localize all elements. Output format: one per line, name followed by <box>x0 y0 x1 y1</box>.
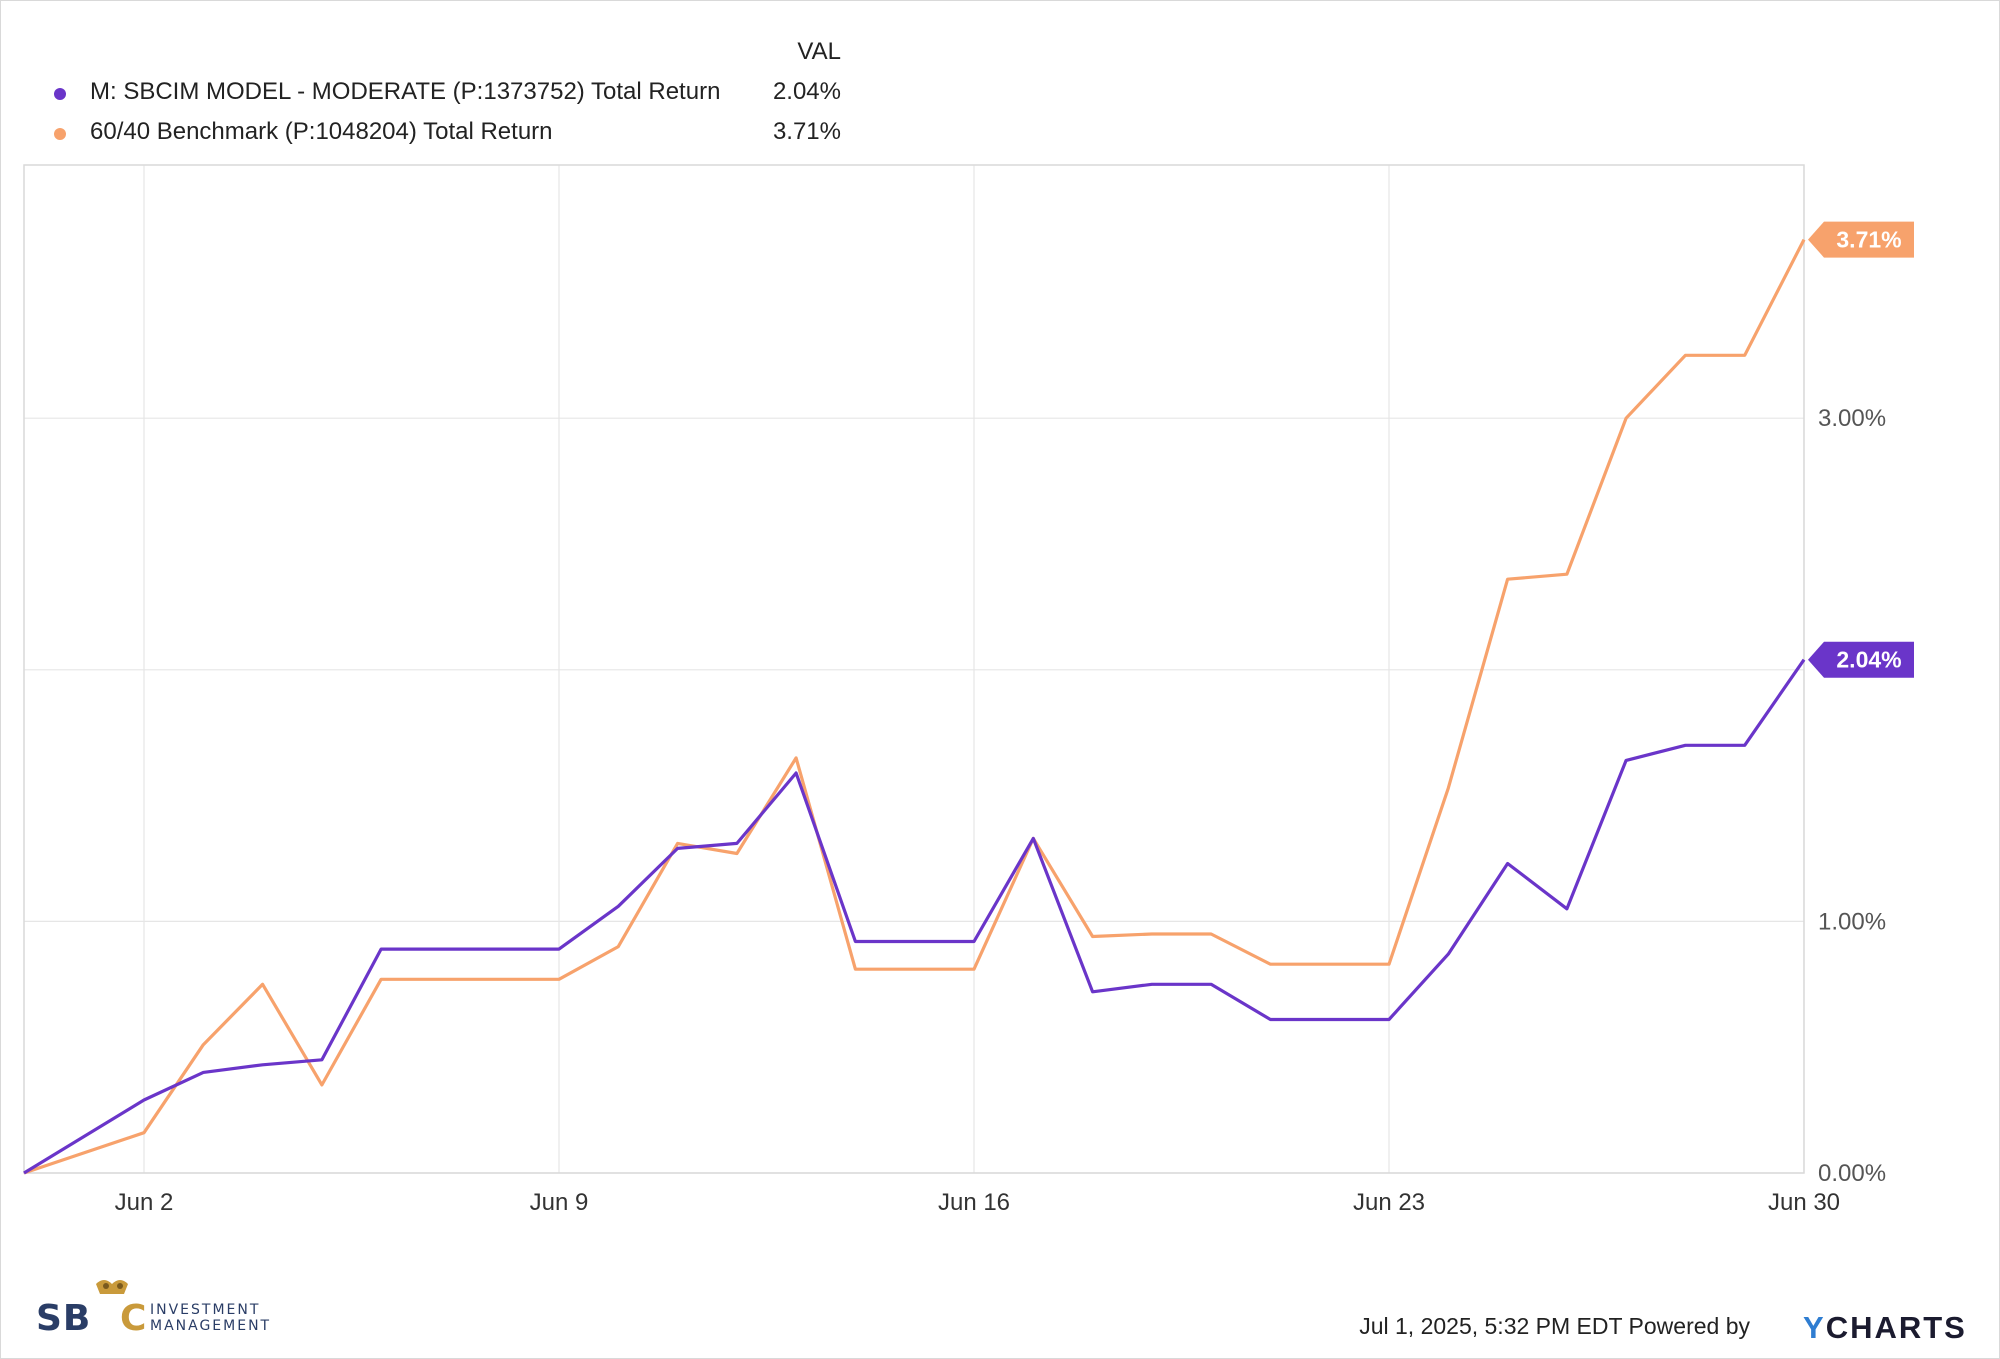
ycharts-logo-rest: CHARTS <box>1825 1310 1967 1345</box>
series-line <box>23 238 1806 1175</box>
end-labels: 3.71% 2.04% <box>1808 221 1914 678</box>
legend-marker-icon <box>54 128 66 140</box>
logo-image: SB C INVESTMENT MANAGEMENT <box>36 1280 271 1336</box>
legend-item-model[interactable]: M: SBCIM MODEL - MODERATE (P:1373752) To… <box>50 78 841 112</box>
end-label-text: 2.04% <box>1836 647 1901 673</box>
series-lines <box>23 238 1806 1175</box>
x-tick-label: Jun 23 <box>1353 1189 1425 1216</box>
legend-series-name: M: SBCIM MODEL - MODERATE (P:1373752) To… <box>90 78 721 105</box>
ycharts-logo[interactable]: YCHARTS <box>1803 1310 1967 1346</box>
y-tick-label: 1.00% <box>1818 908 1886 935</box>
legend-marker-icon <box>54 88 66 100</box>
x-tick-label: Jun 16 <box>938 1189 1010 1216</box>
x-tick-label: Jun 9 <box>530 1189 589 1216</box>
y-axis: 0.00% 1.00% 3.00% <box>1818 405 1886 1187</box>
end-label-badge <box>1808 221 1914 258</box>
svg-text:SB: SB <box>36 1298 91 1336</box>
end-label-badge <box>1808 641 1914 678</box>
sbc-logo: SB C INVESTMENT MANAGEMENT <box>34 1278 294 1336</box>
ycharts-logo-y: Y <box>1803 1310 1826 1345</box>
y-tick-label: 0.00% <box>1818 1160 1886 1187</box>
end-label-text: 3.71% <box>1836 227 1901 253</box>
series-line <box>23 658 1806 1175</box>
legend-header: VAL <box>797 38 841 65</box>
svg-text:INVESTMENT: INVESTMENT <box>150 1302 260 1318</box>
grid-lines <box>24 165 1805 1174</box>
legend-series-value: 3.71% <box>772 118 841 145</box>
y-tick-label: 3.00% <box>1818 405 1886 432</box>
x-tick-label: Jun 30 <box>1768 1189 1840 1216</box>
x-axis: Jun 2 Jun 9 Jun 16 Jun 23 Jun 30 <box>115 1189 1840 1216</box>
svg-text:MANAGEMENT: MANAGEMENT <box>150 1318 271 1334</box>
x-tick-label: Jun 2 <box>115 1189 174 1216</box>
legend-series-value: 2.04% <box>772 78 841 105</box>
svg-text:C: C <box>120 1298 146 1336</box>
legend-item-benchmark[interactable]: 60/40 Benchmark (P:1048204) Total Return… <box>50 118 841 152</box>
legend-series-name: 60/40 Benchmark (P:1048204) Total Return <box>90 118 553 145</box>
footer-timestamp: Jul 1, 2025, 5:32 PM EDT Powered by <box>1359 1313 1750 1339</box>
plot-area-border <box>23 164 1805 1174</box>
